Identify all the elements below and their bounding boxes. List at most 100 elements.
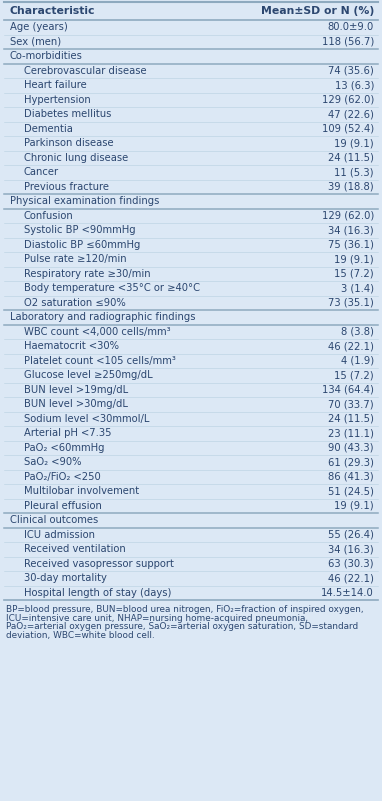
Text: Pleural effusion: Pleural effusion [24,501,102,511]
Text: Arterial pH <7.35: Arterial pH <7.35 [24,429,112,438]
Text: 4 (1.9): 4 (1.9) [341,356,374,366]
Text: 73 (35.1): 73 (35.1) [328,298,374,308]
Text: Parkinson disease: Parkinson disease [24,139,113,148]
Bar [4,528,378,542]
Text: Received ventilation: Received ventilation [24,544,126,554]
Text: 24 (11.5): 24 (11.5) [328,153,374,163]
Text: ICU admission: ICU admission [24,529,95,540]
Bar [4,296,378,310]
Text: Dementia: Dementia [24,123,73,134]
Bar [4,107,378,122]
Text: O2 saturation ≤90%: O2 saturation ≤90% [24,298,126,308]
Text: Co-morbidities: Co-morbidities [10,51,83,61]
Text: 23 (11.1): 23 (11.1) [328,429,374,438]
Text: deviation, WBC=white blood cell.: deviation, WBC=white blood cell. [6,631,155,640]
Bar [4,179,378,194]
Text: Cancer: Cancer [24,167,59,177]
Text: Mean±SD or N (%): Mean±SD or N (%) [261,6,374,16]
Bar [4,223,378,238]
Text: BUN level >19mg/dL: BUN level >19mg/dL [24,384,128,395]
Bar [4,136,378,151]
Text: 70 (33.7): 70 (33.7) [329,399,374,409]
Bar [4,412,378,426]
Bar [4,49,378,63]
Bar [4,571,378,586]
Bar [4,397,378,412]
Text: 109 (52.4): 109 (52.4) [322,123,374,134]
Text: 34 (16.3): 34 (16.3) [329,225,374,235]
Bar [4,34,378,49]
Bar [4,557,378,571]
Bar [4,63,378,78]
Text: 75 (36.1): 75 (36.1) [328,239,374,250]
Bar [4,20,378,34]
Text: 19 (9.1): 19 (9.1) [334,254,374,264]
Bar [4,194,378,208]
Bar [4,513,378,528]
Text: 11 (5.3): 11 (5.3) [335,167,374,177]
Text: 86 (41.3): 86 (41.3) [329,472,374,481]
Bar [4,324,378,339]
Bar [4,542,378,557]
Bar [4,165,378,179]
Text: Sodium level <30mmol/L: Sodium level <30mmol/L [24,414,149,424]
Bar [4,310,378,324]
Text: Haematocrit <30%: Haematocrit <30% [24,341,119,352]
Text: Age (years): Age (years) [10,22,68,32]
Bar [4,469,378,484]
Text: Hospital length of stay (days): Hospital length of stay (days) [24,588,172,598]
Bar [4,426,378,441]
Text: Hypertension: Hypertension [24,95,91,105]
Bar [4,78,378,92]
Text: 129 (62.0): 129 (62.0) [322,95,374,105]
Text: Heart failure: Heart failure [24,80,87,91]
Text: 46 (22.1): 46 (22.1) [328,574,374,583]
Text: Pulse rate ≥120/min: Pulse rate ≥120/min [24,254,126,264]
Bar [4,281,378,296]
Text: BUN level >30mg/dL: BUN level >30mg/dL [24,399,128,409]
Text: Confusion: Confusion [24,211,74,221]
Text: BP=blood pressure, BUN=blood urea nitrogen, FiO₂=fraction of inspired oxygen,: BP=blood pressure, BUN=blood urea nitrog… [6,605,364,614]
Bar [4,484,378,498]
Text: SaO₂ <90%: SaO₂ <90% [24,457,81,467]
Text: WBC count <4,000 cells/mm³: WBC count <4,000 cells/mm³ [24,327,171,336]
Bar [4,339,378,353]
Text: 90 (43.3): 90 (43.3) [329,443,374,453]
Text: Received vasopressor support: Received vasopressor support [24,559,174,569]
Text: Characteristic: Characteristic [10,6,96,16]
Text: PaO₂ <60mmHg: PaO₂ <60mmHg [24,443,105,453]
Text: Physical examination findings: Physical examination findings [10,196,159,206]
Text: Glucose level ≥250mg/dL: Glucose level ≥250mg/dL [24,370,153,380]
Bar [4,368,378,383]
Bar [4,252,378,267]
Text: Previous fracture: Previous fracture [24,182,109,191]
Text: 118 (56.7): 118 (56.7) [322,37,374,46]
Bar [4,441,378,455]
Text: 24 (11.5): 24 (11.5) [328,414,374,424]
Text: 47 (22.6): 47 (22.6) [328,109,374,119]
Bar [4,122,378,136]
Text: 13 (6.3): 13 (6.3) [335,80,374,91]
Text: PaO₂/FiO₂ <250: PaO₂/FiO₂ <250 [24,472,101,481]
Text: 34 (16.3): 34 (16.3) [329,544,374,554]
Bar [4,586,378,600]
Text: 80.0±9.0: 80.0±9.0 [328,22,374,32]
Text: 129 (62.0): 129 (62.0) [322,211,374,221]
Text: Respiratory rate ≥30/min: Respiratory rate ≥30/min [24,269,151,279]
Bar [4,92,378,107]
Text: 61 (29.3): 61 (29.3) [328,457,374,467]
Bar [4,498,378,513]
Text: 3 (1.4): 3 (1.4) [341,284,374,293]
Text: Diabetes mellitus: Diabetes mellitus [24,109,112,119]
Text: Sex (men): Sex (men) [10,37,61,46]
Text: 14.5±14.0: 14.5±14.0 [321,588,374,598]
Text: 55 (26.4): 55 (26.4) [328,529,374,540]
Bar [4,208,378,223]
Text: Platelet count <105 cells/mm³: Platelet count <105 cells/mm³ [24,356,176,366]
Text: Multilobar involvement: Multilobar involvement [24,486,139,497]
Text: Laboratory and radiographic findings: Laboratory and radiographic findings [10,312,196,322]
Text: 15 (7.2): 15 (7.2) [334,370,374,380]
Bar [4,353,378,368]
Text: Chronic lung disease: Chronic lung disease [24,153,128,163]
Text: Diastolic BP ≤60mmHg: Diastolic BP ≤60mmHg [24,239,140,250]
